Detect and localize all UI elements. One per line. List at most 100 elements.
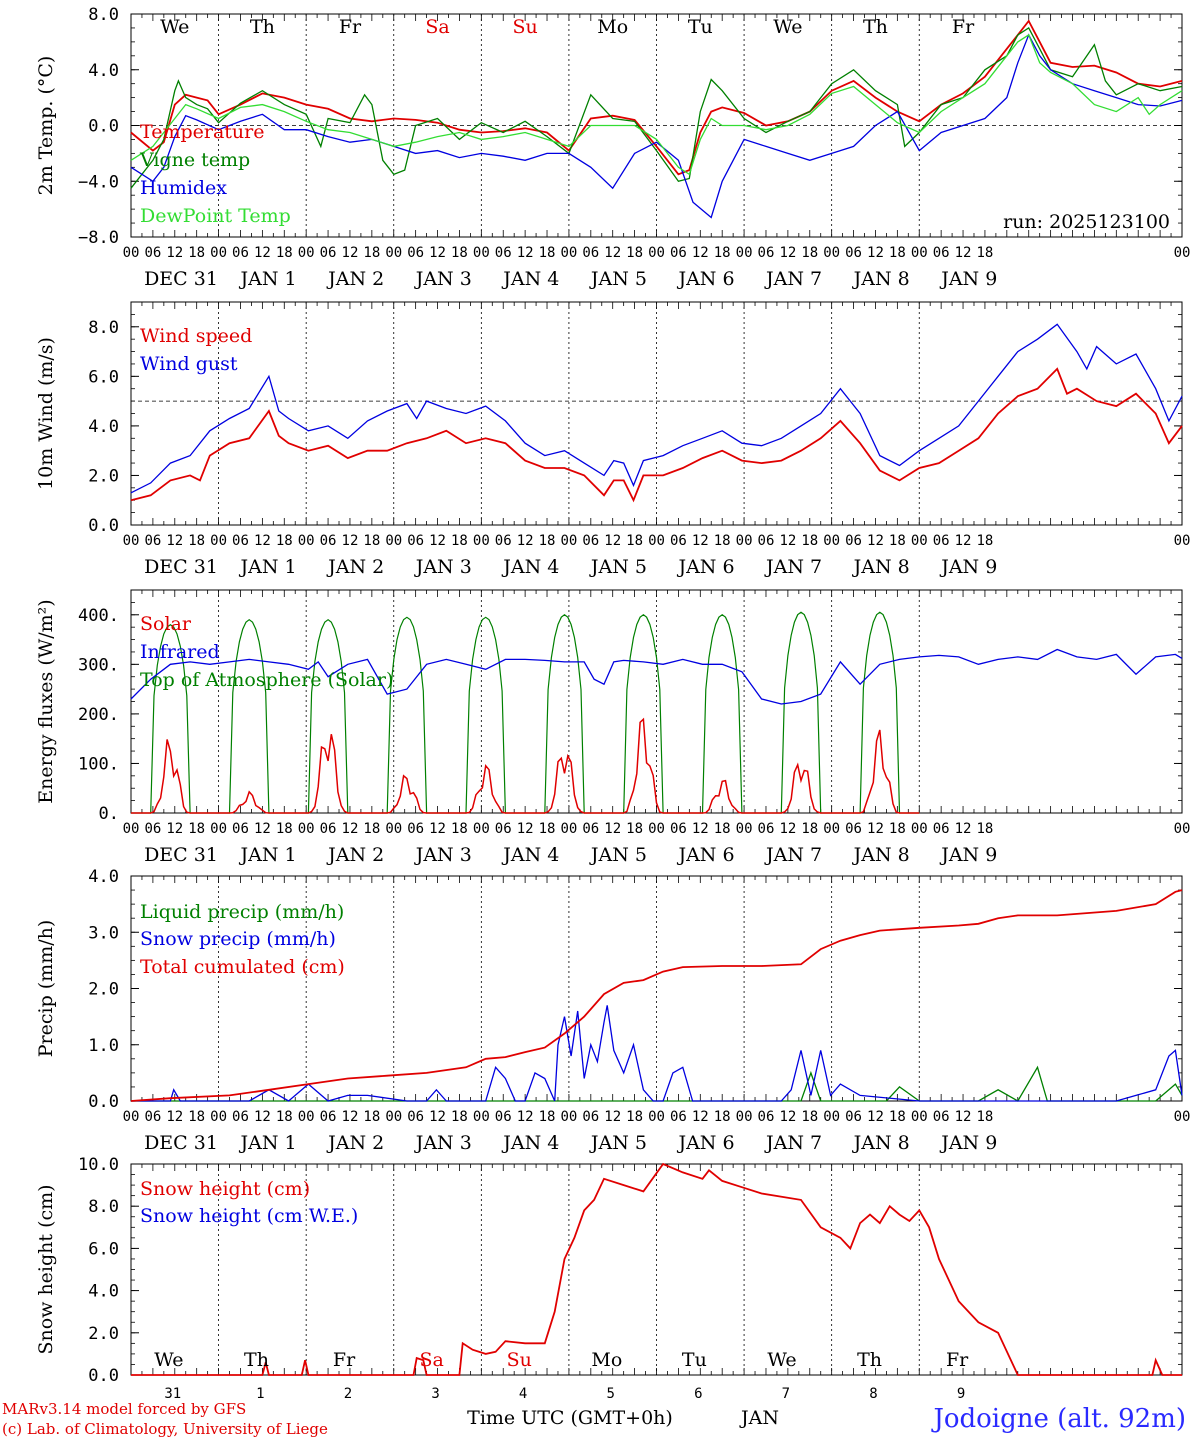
date-label: JAN 1 [239, 268, 297, 290]
hour-tick-label: 12 [254, 245, 271, 261]
legend-entry: Temperature [140, 121, 264, 143]
hour-tick-label: 00 [823, 245, 840, 261]
hour-tick-label: 12 [604, 533, 621, 549]
hour-tick-label: 18 [714, 1109, 731, 1125]
hour-tick-label: 18 [626, 533, 643, 549]
hour-tick-label: 06 [232, 533, 249, 549]
hour-tick-label: 00 [1174, 821, 1191, 837]
hour-tick-label: 12 [429, 245, 446, 261]
day-name: We [154, 1349, 183, 1371]
y-tick-label: 4.0 [88, 867, 119, 887]
station-name: Jodoigne (alt. 92m) [933, 1404, 1186, 1434]
hour-tick-label: 12 [254, 1109, 271, 1125]
y-axis-label: Precip (mm/h) [35, 920, 57, 1058]
date-label: JAN 6 [676, 268, 734, 290]
y-tick-label: 10.0 [78, 1155, 119, 1175]
date-label: JAN 3 [414, 844, 472, 866]
day-name: Mo [597, 16, 628, 38]
date-label: JAN 8 [852, 1132, 910, 1154]
day-number: 5 [606, 1386, 614, 1402]
credit-lab: (c) Lab. of Climatology, University of L… [2, 1420, 328, 1438]
hour-tick-label: 00 [560, 533, 577, 549]
hour-tick-label: 18 [714, 821, 731, 837]
date-label: DEC 31 [144, 844, 218, 866]
legend-entry: Liquid precip (mm/h) [140, 901, 344, 923]
hour-tick-label: 06 [144, 245, 161, 261]
hour-tick-label: 00 [298, 245, 315, 261]
hour-tick-label: 12 [955, 1109, 972, 1125]
date-label: JAN 8 [852, 844, 910, 866]
day-number: 3 [431, 1386, 439, 1402]
day-number: 4 [519, 1386, 527, 1402]
hour-tick-label: 18 [188, 821, 205, 837]
date-label: JAN 7 [764, 1132, 822, 1154]
hour-tick-label: 06 [933, 245, 950, 261]
hour-tick-label: 18 [801, 821, 818, 837]
day-name: Fr [946, 1349, 969, 1371]
hour-tick-label: 18 [626, 821, 643, 837]
day-name: Su [507, 1349, 532, 1371]
date-label: JAN 9 [939, 844, 997, 866]
hour-tick-label: 12 [779, 245, 796, 261]
hour-tick-label: 12 [692, 1109, 709, 1125]
hour-tick-label: 06 [407, 245, 424, 261]
month-label: JAN [739, 1407, 779, 1429]
hour-tick-label: 12 [955, 533, 972, 549]
hour-tick-label: 06 [320, 1109, 337, 1125]
legend-entry: Snow precip (mm/h) [140, 928, 336, 950]
hour-tick-label: 12 [867, 821, 884, 837]
hour-tick-label: 06 [670, 245, 687, 261]
credit-model: MARv3.14 model forced by GFS [2, 1400, 247, 1418]
hour-tick-label: 18 [276, 245, 293, 261]
series-humidex [130, 33, 1183, 219]
hour-tick-label: 00 [648, 245, 665, 261]
hour-tick-label: 12 [779, 821, 796, 837]
panel-snow_height: 0.0 2.0 4.0 6.0 8.0 10.0 Snow height (cm) Snow … [35, 1155, 1183, 1429]
hour-tick-label: 18 [363, 533, 380, 549]
hour-tick-label: 18 [977, 533, 994, 549]
hour-tick-label: 12 [166, 1109, 183, 1125]
y-tick-label: 100. [78, 754, 119, 774]
y-axis-label: 2m Temp. (°C) [35, 56, 57, 196]
date-label: JAN 4 [501, 1132, 559, 1154]
legend-entry: Infrared [140, 641, 220, 663]
hour-tick-label: 00 [210, 245, 227, 261]
hour-tick-label: 18 [451, 1109, 468, 1125]
series-top-of-atmosphere-solar [131, 611, 920, 814]
hour-tick-label: 18 [451, 821, 468, 837]
hour-tick-label: 18 [539, 533, 556, 549]
panel-temperature: 8.0 4.0 0.0 −4.0 −8.0 2m Temp. (°C) Temperatur… [35, 5, 1183, 248]
date-label: JAN 9 [939, 268, 997, 290]
y-tick-label: 8.0 [88, 1197, 119, 1217]
y-axis-label: 10m Wind (m/s) [35, 337, 57, 490]
panel-wind: 0.0 2.0 4.0 6.0 8.0 10m Wind (m/s) Wind speed W… [35, 301, 1183, 536]
hour-tick-label: 12 [166, 533, 183, 549]
date-label: JAN 2 [326, 1132, 384, 1154]
hour-tick-label: 00 [736, 821, 753, 837]
hour-tick-label: 06 [232, 1109, 249, 1125]
hour-tick-label: 00 [648, 1109, 665, 1125]
y-tick-label: 8.0 [88, 5, 119, 25]
hour-tick-label: 00 [823, 533, 840, 549]
day-number: 6 [694, 1386, 702, 1402]
hour-tick-label: 12 [517, 821, 534, 837]
day-number: 1 [256, 1386, 264, 1402]
hour-tick-label: 06 [670, 533, 687, 549]
y-tick-label: 1.0 [88, 1036, 119, 1056]
y-tick-label: 4.0 [88, 417, 119, 437]
hour-tick-label: 12 [779, 1109, 796, 1125]
hour-tick-label: 06 [407, 1109, 424, 1125]
hour-tick-label: 00 [911, 245, 928, 261]
hour-tick-label: 00 [560, 1109, 577, 1125]
hour-tick-label: 00 [123, 1109, 140, 1125]
day-name: Tu [682, 1349, 707, 1371]
y-tick-label: −8.0 [78, 228, 119, 248]
hour-tick-label: 12 [342, 821, 359, 837]
hour-tick-label: 18 [451, 533, 468, 549]
day-number: 8 [869, 1386, 877, 1402]
hour-tick-label: 12 [517, 245, 534, 261]
y-axis-label: Snow height (cm) [35, 1184, 57, 1354]
date-label: JAN 2 [326, 556, 384, 578]
hour-tick-label: 18 [889, 821, 906, 837]
hour-tick-label: 00 [1174, 1109, 1191, 1125]
